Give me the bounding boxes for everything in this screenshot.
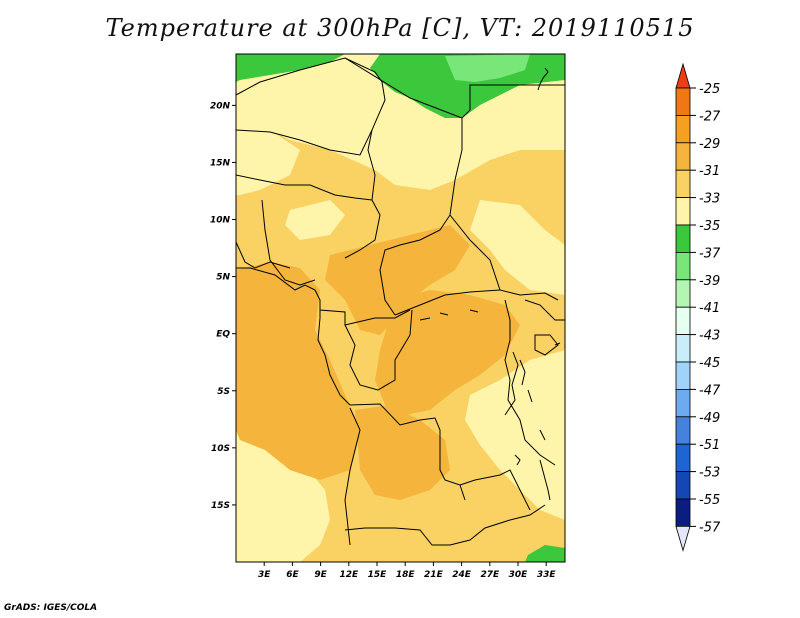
colorbar-swatch [675, 306, 691, 336]
colorbar-label: -57 [699, 520, 721, 535]
colorbar-label: -37 [699, 246, 721, 261]
colorbar-label: -45 [699, 356, 720, 371]
boundary-line [344, 407, 361, 546]
y-tick-label: 20N [210, 101, 231, 111]
colorbar-swatch [675, 471, 691, 500]
boundary-line [236, 241, 291, 269]
boundary-line [236, 129, 373, 156]
y-tick-label: 5S [217, 387, 230, 397]
colorbar-label: -27 [699, 109, 721, 124]
y-axis: 20N 15N 10N 5N EQ 5S 10S 15S [210, 101, 236, 511]
y-tick-label: 5N [216, 273, 230, 283]
x-tick-label: 24E [452, 570, 472, 580]
field-pale-east [470, 200, 565, 295]
colorbar-swatch [675, 498, 691, 527]
colorbar-swatch [675, 334, 691, 363]
x-tick-label: 12E [339, 570, 359, 580]
field-orange-south [355, 405, 450, 500]
colorbar-swatch [675, 197, 691, 226]
colorbar-label: -25 [699, 82, 720, 97]
boundary-line [459, 469, 531, 511]
field-pale-southeast [465, 350, 565, 520]
boundary-line [461, 84, 565, 119]
boundary-line [504, 299, 556, 466]
colorbar-label: -43 [699, 329, 720, 344]
colorbar-label: -31 [699, 164, 720, 179]
boundary-line [504, 351, 519, 416]
coastline [236, 267, 351, 406]
colorbar-swatch [675, 87, 691, 116]
x-tick-label: 18E [396, 570, 416, 580]
boundary-line [349, 403, 466, 501]
x-tick-label: 30E [509, 570, 529, 580]
field-orange-center [325, 225, 470, 335]
colorbar-label: -49 [699, 411, 720, 426]
boundary-line [236, 174, 373, 201]
y-tick-label: EQ [216, 330, 230, 340]
x-axis: 3E 6E 9E 12E 15E 18E 21E 24E 27E 30E 33E [258, 562, 556, 580]
boundary-line [344, 309, 413, 391]
field-green-nw [236, 54, 345, 82]
colorbar-swatch [675, 361, 691, 390]
y-tick-label: 15S [211, 501, 230, 511]
grads-credit: GrADS: IGES/COLA [4, 603, 98, 613]
field-orange-west [236, 262, 360, 480]
map-title: Temperature at 300hPa [C], VT: 201911051… [105, 14, 695, 42]
x-tick-label: 27E [480, 570, 500, 580]
temperature-map [236, 54, 565, 562]
boundary-line [394, 289, 501, 316]
colorbar-swatch [675, 279, 691, 308]
colorbar-swatch [675, 224, 691, 253]
boundary-line [524, 299, 565, 321]
colorbar-swatch [675, 169, 691, 198]
lake-outline [514, 454, 521, 466]
colorbar-label: -55 [699, 493, 720, 508]
colorbar-swatch [675, 251, 691, 281]
field-green-light [445, 54, 530, 82]
colorbar-label: -35 [699, 219, 720, 234]
map-frame [235, 53, 566, 563]
colorbar-top-arrow [675, 62, 691, 89]
boundary-line [539, 459, 551, 501]
colorbar-label: -47 [699, 383, 721, 398]
country-boundaries [236, 57, 565, 546]
y-tick-label: 10S [211, 444, 230, 454]
colorbar-label: -33 [699, 192, 720, 207]
y-tick-label: 15N [210, 158, 231, 168]
colorbar: -25 -27 -29 -31 -33 -35 -37 -39 -41 -43 -45 -47 -49 -… [675, 62, 721, 552]
colorbar-swatch [675, 416, 691, 445]
y-tick-label: 10N [210, 216, 231, 226]
x-tick-label: 6E [286, 570, 299, 580]
colorbar-label: -51 [699, 438, 720, 453]
colorbar-label: -53 [699, 466, 720, 481]
colorbar-label: -29 [699, 137, 720, 152]
lake-outline [519, 359, 546, 441]
x-tick-label: 15E [368, 570, 388, 580]
boundary-line [261, 199, 316, 286]
x-tick-label: 33E [537, 570, 557, 580]
colorbar-swatch [675, 443, 691, 473]
field-orange-small [248, 268, 280, 295]
field-pale-patch-1 [285, 200, 345, 240]
colorbar-swatch [675, 388, 691, 418]
colorbar-bottom-arrow [675, 526, 691, 552]
x-tick-label: 9E [314, 570, 327, 580]
field-pale-southwest [236, 430, 330, 562]
lake-outline [537, 67, 549, 91]
field-green-se [525, 545, 565, 562]
colorbar-label: -39 [699, 274, 720, 289]
boundary-line [534, 334, 559, 356]
colorbar-label: -41 [699, 301, 720, 316]
colorbar-swatch [675, 115, 691, 144]
colorbar-swatch [675, 142, 691, 171]
x-tick-label: 3E [258, 570, 271, 580]
boundary-line [344, 504, 546, 546]
lake-outline [419, 309, 561, 346]
x-tick-label: 21E [424, 570, 444, 580]
field-orange-sw-strip [236, 350, 285, 410]
